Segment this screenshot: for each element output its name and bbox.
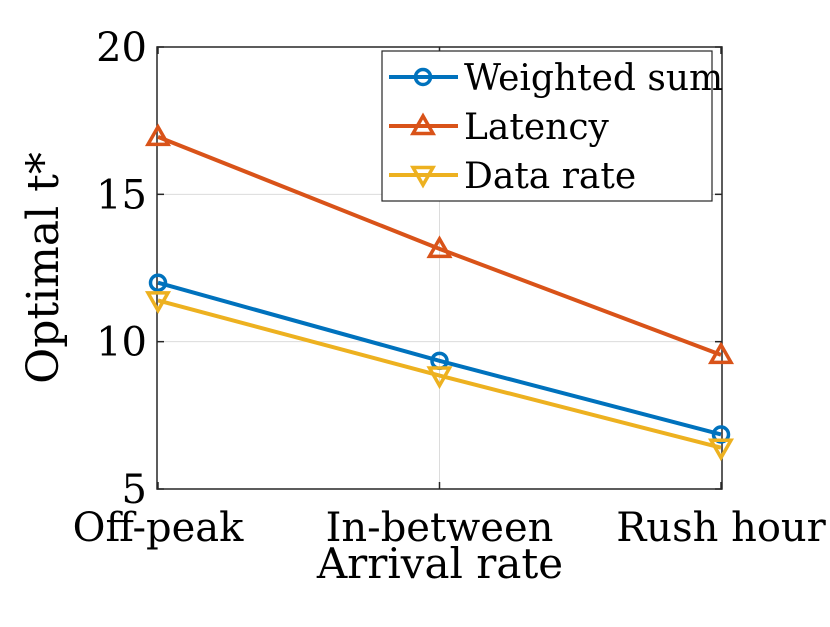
data-point-marker	[426, 366, 453, 390]
y-tick-label: 15	[96, 172, 147, 218]
x-tick-label: In-between	[326, 505, 554, 551]
y-axis-label: Optimal t*	[18, 152, 69, 384]
series-data-rate	[144, 291, 735, 462]
legend-label: Data rate	[464, 156, 636, 197]
legend-entry: Weighted sum	[389, 58, 723, 99]
y-tick-label: 10	[96, 320, 147, 366]
series-line	[157, 135, 722, 357]
y-tick-label: 20	[96, 25, 147, 71]
data-point-marker	[144, 291, 172, 314]
legend: Weighted sum Latency Data rate	[381, 50, 723, 202]
data-point-marker	[426, 235, 453, 259]
legend-label: Weighted sum	[464, 58, 723, 99]
series-latency	[144, 123, 735, 365]
legend-marker	[413, 67, 433, 87]
series-line	[157, 280, 722, 437]
data-point-marker	[148, 273, 168, 292]
x-tick-label: Rush hour	[616, 505, 826, 551]
x-tick-label: Off-peak	[73, 505, 244, 551]
series-line	[157, 298, 722, 450]
data-point-marker	[144, 123, 172, 147]
legend-marker	[409, 165, 437, 189]
y-tick-label: 5	[122, 467, 147, 513]
legend-marker	[409, 112, 437, 136]
data-point-marker	[707, 438, 735, 462]
legend-items: Weighted sum Latency Data rate	[389, 58, 723, 197]
data-point-marker	[707, 341, 735, 365]
legend-entry: Latency	[389, 107, 609, 148]
legend-entry: Data rate	[389, 156, 636, 197]
tick-layer: 5 10 15 20 Off-peak In-between Rush hour	[73, 25, 827, 551]
x-axis-label: Arrival rate	[316, 539, 563, 588]
legend-label: Latency	[464, 107, 609, 148]
series-layer	[144, 123, 735, 462]
